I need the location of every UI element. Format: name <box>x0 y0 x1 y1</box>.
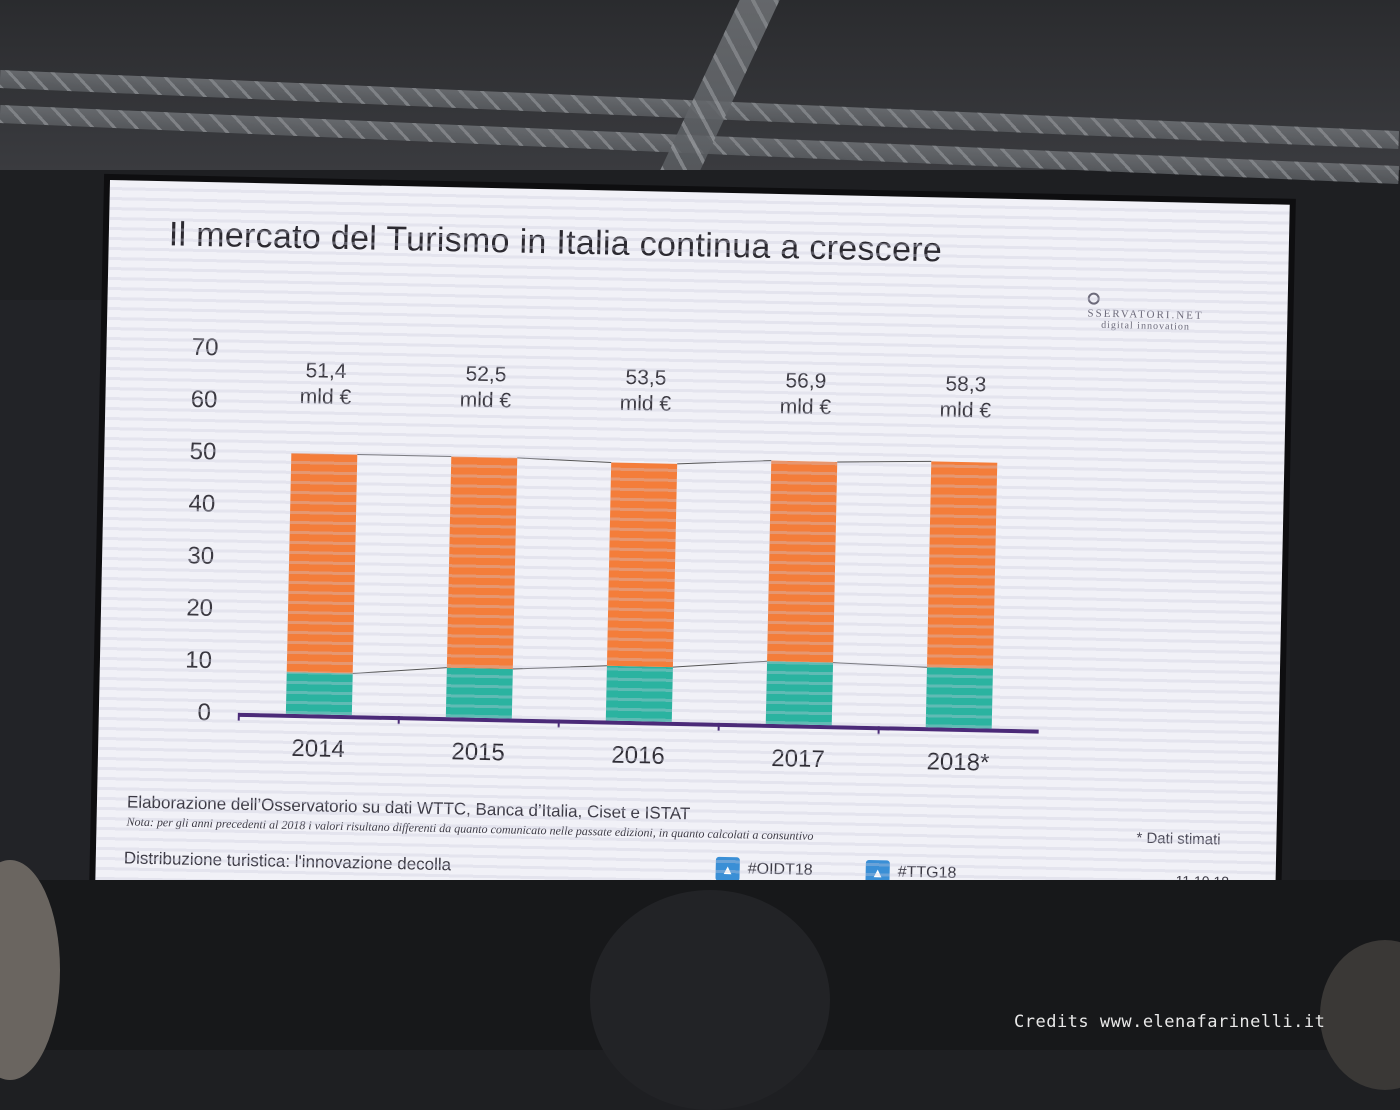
connector-line <box>353 666 447 676</box>
hashtag-oidt: ▲ #OIDT18 <box>715 857 812 883</box>
y-tick-label: 0 <box>197 699 211 726</box>
y-tick-label: 30 <box>187 542 214 570</box>
bar-segment <box>607 462 677 667</box>
bar-segment <box>606 666 673 722</box>
ceiling <box>0 0 1400 170</box>
bar-segment <box>766 661 833 725</box>
total-value-label: 58,3 <box>945 373 986 397</box>
total-value-label: 52,5 <box>465 362 506 386</box>
total-value-label: 56,9 <box>785 369 826 393</box>
connector-line <box>673 659 767 669</box>
twitter-icon: ▲ <box>715 857 739 881</box>
connector-line <box>357 455 451 457</box>
y-tick-label: 10 <box>185 647 212 675</box>
connector-line <box>517 458 611 463</box>
y-tick-label: 60 <box>190 386 217 414</box>
stage-wall-right <box>1290 380 1400 900</box>
bar-segment <box>447 456 517 669</box>
bar-segment <box>287 453 358 673</box>
connector-line <box>833 663 927 668</box>
bar-segment <box>926 667 993 728</box>
connector-line <box>513 664 607 671</box>
audience-head <box>590 890 830 1110</box>
total-unit-label: mld € <box>460 388 512 412</box>
bar-segment <box>286 672 353 715</box>
y-tick-label: 40 <box>188 490 215 518</box>
projection-screen: Il mercato del Turismo in Italia continu… <box>95 180 1290 917</box>
connector-line <box>837 459 931 464</box>
bar-segment <box>446 668 513 719</box>
y-tick-label: 70 <box>192 334 219 362</box>
slide-title: Il mercato del Turismo in Italia continu… <box>168 215 942 270</box>
footer-text: Distribuzione turistica: l'innovazione d… <box>124 848 452 875</box>
estimate-note: * Dati stimati <box>1136 830 1221 849</box>
total-unit-label: mld € <box>779 395 831 419</box>
total-unit-label: mld € <box>300 385 352 409</box>
x-category-label: 2016 <box>611 742 665 770</box>
total-value-label: 53,5 <box>625 366 666 390</box>
y-tick-label: 20 <box>186 594 213 622</box>
y-tick-label: 50 <box>189 438 216 466</box>
hashtag-label: #OIDT18 <box>748 861 813 880</box>
bar-segment <box>927 461 997 668</box>
photo-credits: Credits www.elenafarinelli.it <box>1014 1012 1325 1032</box>
osservatori-logo: SSERVATORI.NET digital innovation <box>1087 293 1218 334</box>
x-category-label: 2017 <box>771 745 825 773</box>
total-unit-label: mld € <box>620 392 672 416</box>
total-value-label: 51,4 <box>305 359 347 383</box>
total-unit-label: mld € <box>939 398 991 422</box>
x-category-label: 2015 <box>451 738 505 766</box>
connector-line <box>677 459 771 466</box>
x-category-label: 2018* <box>926 748 989 776</box>
pin-icon <box>1088 293 1100 305</box>
bar-segment <box>767 461 837 663</box>
x-category-label: 2014 <box>291 735 345 763</box>
